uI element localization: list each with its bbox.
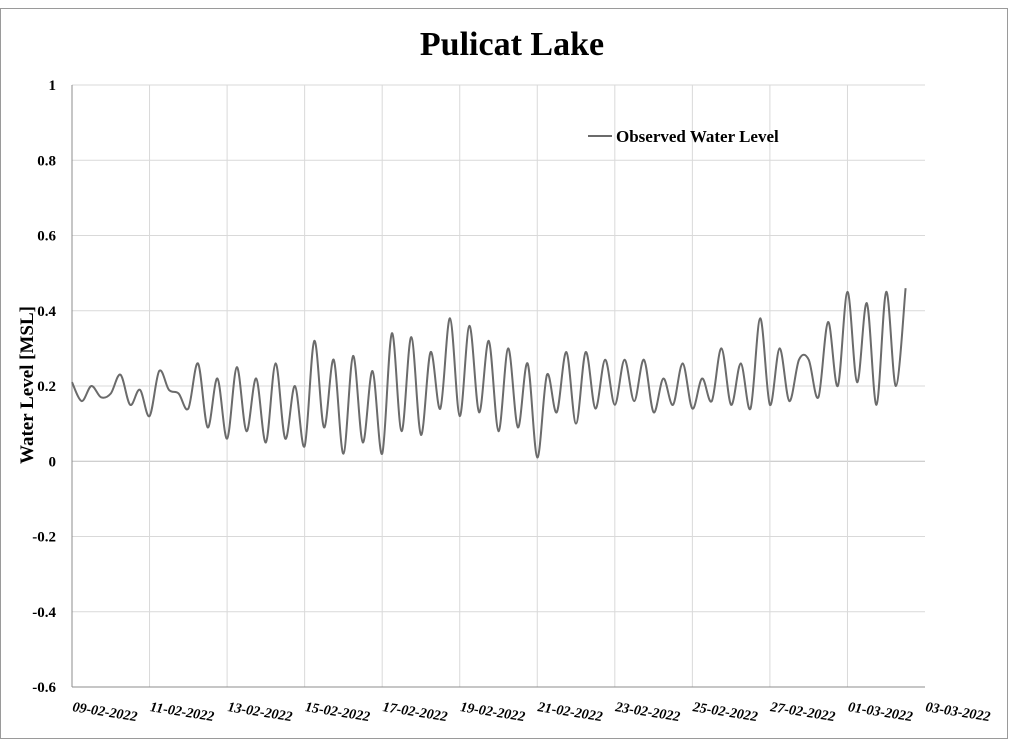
y-axis-label: Water Level [MSL] [17,306,38,464]
x-tick-label: 23-02-2022 [613,700,681,725]
x-tick-label: 09-02-2022 [71,700,138,725]
x-tick-label: 25-02-2022 [691,700,759,725]
x-tick-label: 03-03-2022 [924,700,991,725]
legend-label: Observed Water Level [616,127,779,146]
legend: Observed Water Level [588,127,779,146]
x-tick-labels: 09-02-2022 11-02-2022 13-02-2022 15-02-2022… [71,700,991,725]
axes [71,85,925,688]
y-tick-label: 0.6 [37,229,56,245]
y-tick-label: -0.6 [32,680,56,696]
x-tick-label: 17-02-2022 [382,700,449,725]
y-tick-label: 0 [49,454,57,470]
series-line-observed-water-level [71,288,907,459]
x-tick-label: 21-02-2022 [536,700,604,725]
y-tick-label: -0.2 [32,530,56,546]
x-tick-label: 11-02-2022 [149,700,215,725]
y-tick-label: 0.4 [37,304,56,320]
y-tick-label: -0.4 [32,605,56,621]
chart-title: Pulicat Lake [420,26,604,63]
y-tick-labels: -0.6 -0.4 -0.2 0 0.2 0.4 0.6 0.8 1 [32,78,56,696]
x-tick-label: 01-03-2022 [847,700,914,725]
x-tick-label: 19-02-2022 [459,700,526,725]
gridlines [72,84,925,688]
y-tick-label: 0.2 [37,379,56,395]
y-tick-label: 1 [49,78,57,94]
x-tick-label: 15-02-2022 [304,700,371,725]
series-layer [71,288,907,459]
x-tick-label: 27-02-2022 [768,700,836,725]
x-tick-label: 13-02-2022 [226,700,293,725]
y-tick-label: 0.8 [37,153,56,169]
